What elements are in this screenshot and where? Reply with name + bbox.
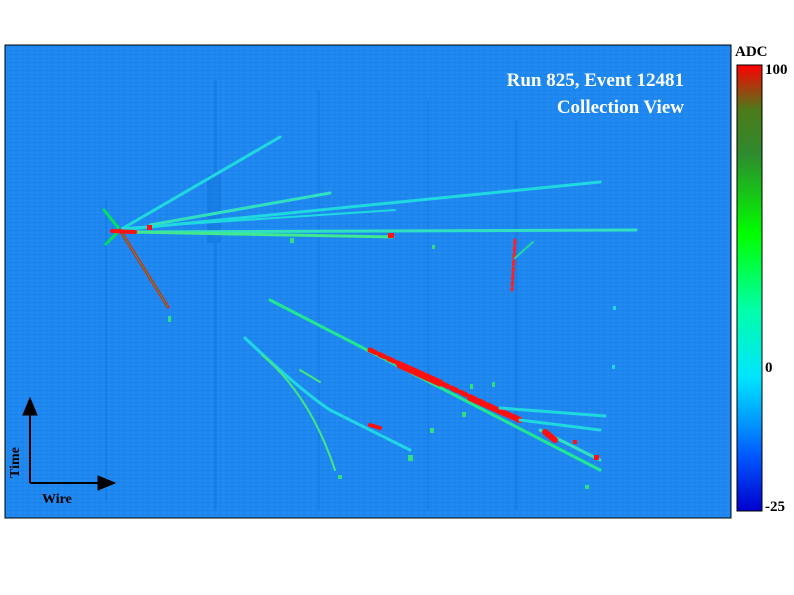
colorbar-title: ADC bbox=[735, 44, 768, 60]
colorbar bbox=[736, 64, 763, 512]
colorbar-mid-label: 0 bbox=[765, 360, 773, 376]
colorbar-min-label: -25 bbox=[765, 499, 785, 515]
axis-arrows bbox=[22, 396, 117, 491]
short-track-right bbox=[510, 238, 534, 292]
track-group-lower bbox=[268, 298, 607, 472]
plot-title-run: Run 825, Event 12481 bbox=[506, 70, 684, 91]
wire-stripes bbox=[105, 80, 518, 510]
scattered-hits bbox=[147, 225, 616, 489]
colorbar-max-label: 100 bbox=[765, 62, 788, 78]
axis-label-time: Time bbox=[8, 447, 23, 478]
vertex-tracks bbox=[102, 208, 170, 309]
track-group-curved bbox=[243, 336, 412, 471]
axis-label-wire: Wire bbox=[42, 492, 72, 507]
track-group-upper bbox=[118, 135, 638, 239]
plot-title-view: Collection View bbox=[556, 97, 684, 118]
plot-area bbox=[4, 44, 732, 519]
